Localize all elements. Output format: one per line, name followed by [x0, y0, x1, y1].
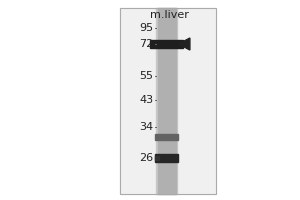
Bar — [155, 154, 178, 162]
Text: 34: 34 — [140, 122, 154, 132]
Text: 55: 55 — [140, 71, 154, 81]
Bar — [158, 8, 175, 194]
Bar — [120, 8, 216, 194]
Bar — [155, 134, 178, 140]
Text: 72: 72 — [139, 39, 154, 49]
Bar — [156, 8, 177, 194]
Text: 26: 26 — [140, 153, 154, 163]
Bar — [120, 8, 216, 194]
Text: m.liver: m.liver — [150, 10, 189, 20]
Bar — [150, 40, 183, 48]
Polygon shape — [178, 38, 190, 50]
Text: 95: 95 — [140, 23, 154, 33]
Text: 43: 43 — [140, 95, 154, 105]
